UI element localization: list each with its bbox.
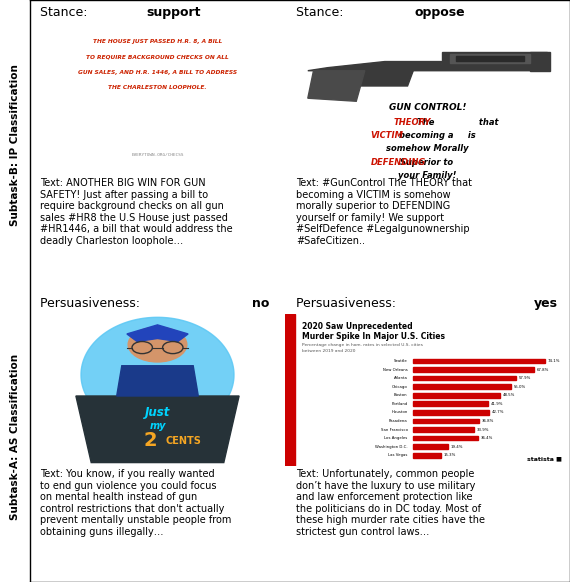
Polygon shape [76,396,239,463]
Text: Persuasiveness:: Persuasiveness: [40,297,144,310]
Text: TO REQUIRE BACKGROUND CHECKS ON ALL: TO REQUIRE BACKGROUND CHECKS ON ALL [86,55,229,59]
Circle shape [128,327,187,362]
Text: VICTIM: VICTIM [370,131,404,140]
Bar [413,384,511,389]
Text: NOW THE SENATE MUST ACT.: NOW THE SENATE MUST ACT. [69,108,246,119]
Bar [413,367,534,372]
Text: Boston: Boston [394,393,408,398]
Bar [413,444,448,449]
Text: my: my [149,421,166,431]
Text: Text: #GunControl The THEORY that
becoming a VICTIM is somehow
morally superior : Text: #GunControl The THEORY that becomi… [296,178,473,246]
Text: Murder Spike In Major U.S. Cities: Murder Spike In Major U.S. Cities [302,332,445,342]
Text: 36.8%: 36.8% [482,419,494,423]
Bar [413,427,474,432]
Text: Persuasiveness:: Persuasiveness: [296,297,400,310]
Text: DEFENDING: DEFENDING [370,158,426,166]
Bar [413,359,545,363]
Text: 42.7%: 42.7% [492,410,504,414]
Text: Just: Just [145,406,170,419]
Text: The: The [417,118,438,127]
Text: CENTS: CENTS [165,436,201,446]
Bar [413,393,500,398]
Text: THE HOUSE JUST PASSED H.R. 8, A BILL: THE HOUSE JUST PASSED H.R. 8, A BILL [93,39,222,44]
Text: 19.4%: 19.4% [451,445,463,449]
Polygon shape [348,71,413,86]
Text: Los Angeles: Los Angeles [384,436,408,440]
Text: 36.4%: 36.4% [481,436,493,440]
Text: Text: You know, if you really wanted
to end gun violence you could focus
on ment: Text: You know, if you really wanted to … [40,469,231,537]
Text: THE CHARLESTON LOOPHOLE.: THE CHARLESTON LOOPHOLE. [108,85,207,90]
Text: 74.1%: 74.1% [548,359,560,363]
Text: Portland: Portland [391,402,408,406]
Text: EVERYTOWN.ORG/CHECSS: EVERYTOWN.ORG/CHECSS [131,152,184,157]
Bar [413,402,488,406]
Text: San Francisco: San Francisco [381,428,408,431]
Text: 67.8%: 67.8% [537,367,549,371]
Polygon shape [530,52,550,71]
Text: 57.9%: 57.9% [519,376,532,380]
Text: Percentage change in hom. rates in selected U.S. cities: Percentage change in hom. rates in selec… [302,343,423,347]
Text: 48.5%: 48.5% [503,393,515,398]
Text: no: no [253,297,270,310]
Text: 41.9%: 41.9% [491,402,503,406]
Polygon shape [456,56,524,61]
Text: GUN SALES, AND H.R. 1446, A BILL TO ADDRESS: GUN SALES, AND H.R. 1446, A BILL TO ADDR… [78,70,237,74]
Text: New Orleans: New Orleans [383,367,408,371]
Bar [40,125,275,127]
Polygon shape [127,325,188,342]
Text: Chicago: Chicago [392,385,408,389]
Polygon shape [117,365,198,396]
Text: yes: yes [534,297,557,310]
Bar [413,418,479,423]
Text: Stance:: Stance: [40,5,92,19]
Text: Text: Unfortunately, common people
don’t have the luxury to use military
and law: Text: Unfortunately, common people don’t… [296,469,486,537]
Text: between 2019 and 2020: between 2019 and 2020 [302,349,356,353]
Text: oppose: oppose [415,5,466,19]
Text: Atlanta: Atlanta [394,376,408,380]
Text: 2020 Saw Unprecedented: 2020 Saw Unprecedented [302,322,413,331]
Text: is: is [465,131,475,140]
Text: 55.0%: 55.0% [514,385,526,389]
Polygon shape [308,71,365,101]
Polygon shape [308,55,536,71]
Text: Subtask-A: AS Classification: Subtask-A: AS Classification [10,353,20,520]
Text: GUN CONTROL!: GUN CONTROL! [389,103,466,112]
Text: 2: 2 [143,431,157,450]
Text: somehow Morally: somehow Morally [386,144,469,154]
Bar [285,314,295,466]
Polygon shape [442,52,547,65]
Text: Superior to: Superior to [400,158,455,166]
Polygon shape [450,54,530,63]
Text: Stance:: Stance: [296,5,348,19]
Text: Subtask-B: IP Classification: Subtask-B: IP Classification [10,65,20,226]
Bar [413,376,516,381]
Text: Seattle: Seattle [394,359,408,363]
Polygon shape [81,317,234,432]
Text: Text: ANOTHER BIG WIN FOR GUN
SAFETY! Just after passing a bill to
require backg: Text: ANOTHER BIG WIN FOR GUN SAFETY! Ju… [40,178,233,246]
Bar [413,453,441,457]
Text: Houston: Houston [391,410,408,414]
Text: statista ■: statista ■ [527,456,561,461]
Text: Las Vegas: Las Vegas [388,453,408,457]
Text: 15.3%: 15.3% [443,453,456,457]
Text: that: that [476,118,498,127]
Text: your Family!: your Family! [398,171,457,180]
Text: 33.9%: 33.9% [477,428,489,431]
Text: Pasadena: Pasadena [389,419,408,423]
Text: Washington D.C.: Washington D.C. [375,445,408,449]
Bar [413,410,489,415]
Text: THEORY: THEORY [393,118,431,127]
Bar [413,436,478,441]
Text: support: support [146,5,201,19]
Text: becoming a: becoming a [399,131,456,140]
